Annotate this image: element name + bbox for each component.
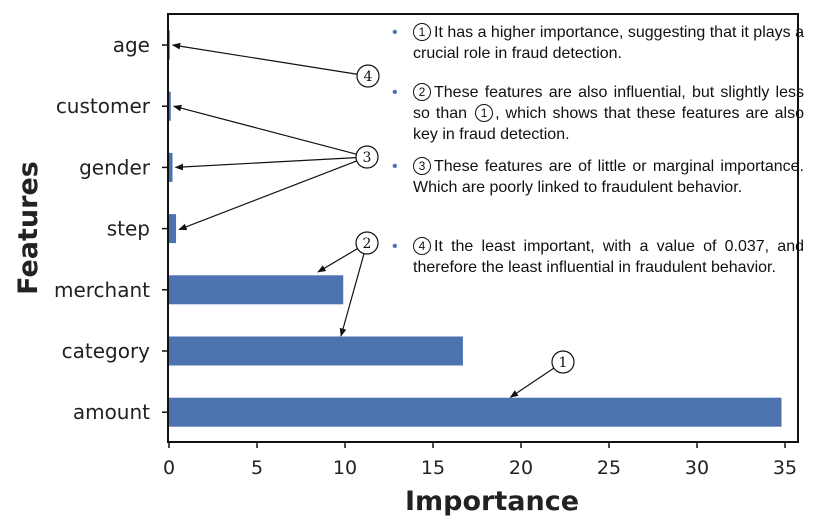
bar-amount — [169, 397, 782, 427]
annotation-text: It has a higher importance, suggesting t… — [413, 24, 804, 62]
callout-arrows — [171, 42, 555, 398]
annotation-body: 4 It the least important, with a value of… — [413, 236, 804, 278]
bullet-icon: • — [392, 24, 398, 41]
bar-step — [169, 214, 177, 244]
bar-category — [169, 336, 463, 366]
callout-arrow-4-age — [171, 42, 358, 75]
x-ticks: 0 5 10 15 20 25 30 35 — [163, 442, 797, 479]
y-tick-label-customer: customer — [56, 94, 151, 118]
annotation-marker: 3 — [413, 157, 431, 175]
callout-marker-1 — [551, 350, 575, 374]
bullet-icon: • — [392, 84, 398, 101]
y-tick-labels: age customer gender step merchant category amo… — [54, 33, 168, 424]
annotation-body: 2 These features are also influential, bu… — [413, 82, 804, 145]
x-tick-label: 30 — [685, 457, 709, 479]
callout-markers: 1 2 3 4 — [355, 64, 575, 374]
callout-marker-2 — [355, 231, 379, 255]
callout-arrow-3-gender — [174, 156, 357, 171]
annotation-3: • 3 These features are of little or margin… — [392, 156, 804, 198]
y-tick-label-gender: gender — [79, 155, 151, 179]
annotation-text: These features are also influential, but… — [413, 84, 804, 122]
annotation-marker: 1 — [413, 23, 431, 41]
annotation-text: These features are of little or marginal… — [413, 158, 804, 196]
y-tick-label-category: category — [62, 339, 151, 363]
annotation-text-continued: , which shows that these features are al… — [413, 105, 805, 143]
callout-arrow-1-amount — [509, 367, 555, 398]
callout-arrow-2-category — [339, 253, 365, 337]
bar-age — [169, 30, 170, 60]
x-tick-label: 20 — [509, 457, 533, 479]
callout-marker-3 — [355, 145, 379, 169]
bar-customer — [169, 91, 171, 121]
callout-marker-label: 3 — [363, 150, 372, 166]
y-axis-label: Features — [13, 161, 44, 295]
x-tick-label: 25 — [597, 457, 621, 479]
x-tick-label: 15 — [421, 457, 445, 479]
callout-arrow-2-merchant — [317, 248, 358, 273]
callout-marker-label: 4 — [364, 69, 373, 85]
y-tick-label-merchant: merchant — [54, 278, 150, 302]
annotation-2: • 2 These features are also influential, b… — [392, 82, 804, 145]
annotation-marker: 2 — [413, 83, 431, 101]
callout-marker-label: 2 — [363, 236, 372, 252]
y-tick-label-age: age — [113, 33, 150, 57]
bar-merchant — [169, 275, 344, 305]
x-axis-label: Importance — [405, 486, 579, 517]
callout-arrow-3-customer — [172, 104, 357, 155]
annotation-text: It the least important, with a value of … — [413, 238, 804, 276]
annotation-inline-marker: 1 — [475, 104, 494, 122]
bullet-icon: • — [392, 238, 398, 255]
bullet-icon: • — [392, 158, 398, 175]
annotation-4: • 4 It the least important, with a value o… — [392, 236, 804, 278]
y-tick-label-step: step — [107, 217, 150, 241]
callout-marker-label: 1 — [559, 355, 568, 371]
annotation-body: 3 These features are of little or margina… — [413, 156, 804, 198]
x-tick-label: 10 — [333, 457, 357, 479]
x-tick-label: 35 — [773, 457, 797, 479]
bars-layer — [169, 30, 782, 427]
callout-arrow-3-step — [178, 160, 357, 231]
annotation-marker: 4 — [413, 237, 431, 255]
callout-marker-4 — [356, 64, 380, 88]
bar-gender — [169, 152, 173, 182]
annotation-1: • 1 It has a higher importance, suggesting… — [392, 22, 804, 64]
plot-frame — [167, 13, 799, 443]
annotation-body: 1 It has a higher importance, suggesting … — [413, 22, 804, 64]
x-tick-label: 0 — [163, 457, 175, 479]
y-tick-label-amount: amount — [73, 400, 150, 424]
x-tick-label: 5 — [251, 457, 263, 479]
